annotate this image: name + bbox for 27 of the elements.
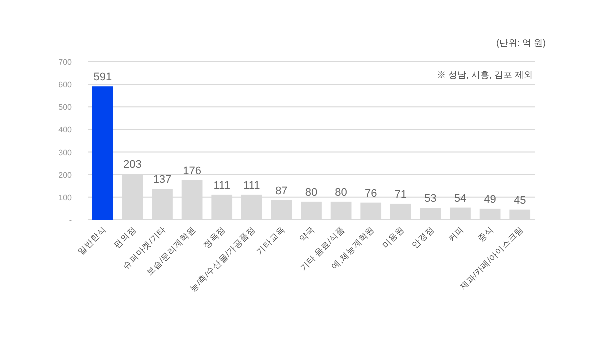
y-tick-label: 400: [58, 126, 73, 135]
data-label: 80: [305, 186, 318, 199]
data-label: 137: [153, 174, 172, 186]
y-tick-label: 700: [58, 58, 73, 67]
data-label: 45: [514, 194, 526, 207]
data-label: 591: [94, 72, 112, 84]
data-label: 49: [484, 194, 496, 206]
y-tick-label: 300: [58, 148, 73, 158]
data-label: 71: [394, 188, 408, 201]
y-tick-label: -: [69, 216, 72, 225]
y-tick-label: 200: [58, 170, 73, 180]
data-label: 203: [124, 159, 142, 172]
data-label: 76: [364, 188, 378, 200]
text: (단위: 억 원): [496, 38, 546, 48]
data-label: 111: [214, 180, 230, 192]
data-label: 80: [335, 186, 348, 199]
data-label: 53: [424, 193, 437, 206]
bar: [92, 86, 114, 220]
x-tick-label: 약국: [297, 224, 317, 244]
data-label: 176: [183, 165, 202, 178]
y-tick-label: 500: [58, 103, 73, 112]
y-tick-label: 100: [58, 193, 73, 202]
data-label: 54: [454, 192, 467, 205]
data-label: 87: [276, 185, 288, 198]
annotation: ※ 성남, 시흥, 김포 제외: [436, 70, 533, 80]
y-tick-label: 600: [58, 80, 73, 90]
data-label: 111: [244, 180, 260, 192]
